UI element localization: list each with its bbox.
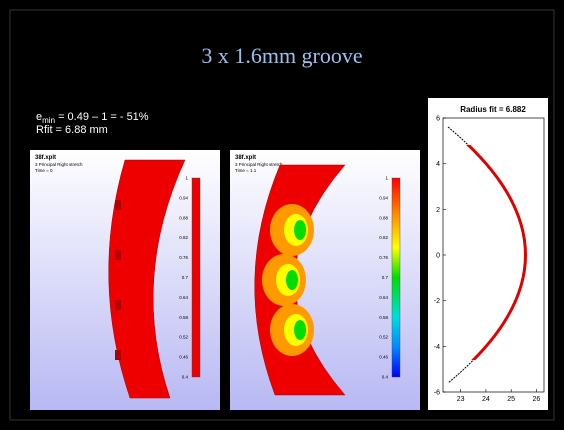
note-line: Rfit = 6.88 mm — [36, 124, 108, 136]
field-name: 3 Principal Right stretch — [235, 162, 283, 167]
colorbar-label: 0.82 — [179, 235, 188, 240]
groove — [115, 250, 121, 260]
x-tick-label: 24 — [482, 396, 490, 403]
file-name: 38f.xplt — [35, 155, 56, 161]
file-name: 38f.xplt — [235, 155, 256, 161]
colorbar-label: 0.88 — [179, 215, 188, 220]
slide-title: 3 x 1.6mm groove — [201, 43, 362, 68]
colorbar-label: 0.7 — [182, 275, 189, 280]
y-tick-label: 2 — [436, 207, 440, 214]
colorbar-label: 0.76 — [179, 255, 188, 260]
note-text: = 0.49 – 1 = - 51% — [55, 111, 149, 123]
groove — [115, 200, 121, 210]
colorbar-label: 0.94 — [179, 195, 188, 200]
colorbar-label: 0.4 — [382, 375, 389, 380]
colorbar-label: 0.52 — [179, 335, 188, 340]
colorbar-label: 0.7 — [382, 275, 389, 280]
colorbar-label: 0.4 — [182, 375, 189, 380]
colorbar-label: 0.46 — [179, 355, 188, 360]
colorbar — [192, 178, 200, 377]
colorbar-label: 0.64 — [179, 295, 188, 300]
slide: 3 x 1.6mm groove emin = 0.49 – 1 = - 51%… — [0, 0, 564, 430]
colorbar-label: 0.46 — [379, 355, 388, 360]
x-tick-label: 25 — [507, 396, 515, 403]
y-tick-label: 4 — [436, 161, 440, 168]
time-label: Time = 1.1 — [235, 168, 257, 173]
groove — [115, 350, 121, 360]
plot-panel — [428, 98, 548, 410]
colorbar-label: 0.82 — [379, 235, 388, 240]
x-tick-label: 26 — [533, 396, 541, 403]
y-tick-label: -2 — [434, 298, 440, 305]
colorbar-label: 0.58 — [379, 315, 388, 320]
contour-green — [286, 270, 298, 290]
y-tick-label: -6 — [434, 390, 440, 397]
time-label: Time = 0 — [35, 168, 53, 173]
groove — [115, 300, 121, 310]
contour-green — [294, 320, 306, 340]
y-tick-label: 6 — [436, 116, 440, 123]
field-name: 3 Principal Right stretch — [35, 162, 83, 167]
colorbar-label: 0.52 — [379, 335, 388, 340]
y-tick-label: -4 — [434, 344, 440, 351]
colorbar-label: 0.94 — [379, 195, 388, 200]
y-tick-label: 0 — [436, 253, 440, 260]
x-tick-label: 23 — [457, 396, 465, 403]
colorbar-label: 0.58 — [179, 315, 188, 320]
colorbar-label: 0.76 — [379, 255, 388, 260]
plot-title: Radius fit = 6.882 — [460, 105, 526, 114]
colorbar — [392, 178, 400, 377]
colorbar-label: 0.64 — [379, 295, 388, 300]
contour-green — [294, 220, 306, 240]
colorbar-label: 0.88 — [379, 215, 388, 220]
page: 3 x 1.6mm groove emin = 0.49 – 1 = - 51%… — [0, 0, 564, 430]
note-line: emin = 0.49 – 1 = - 51% — [36, 111, 149, 125]
